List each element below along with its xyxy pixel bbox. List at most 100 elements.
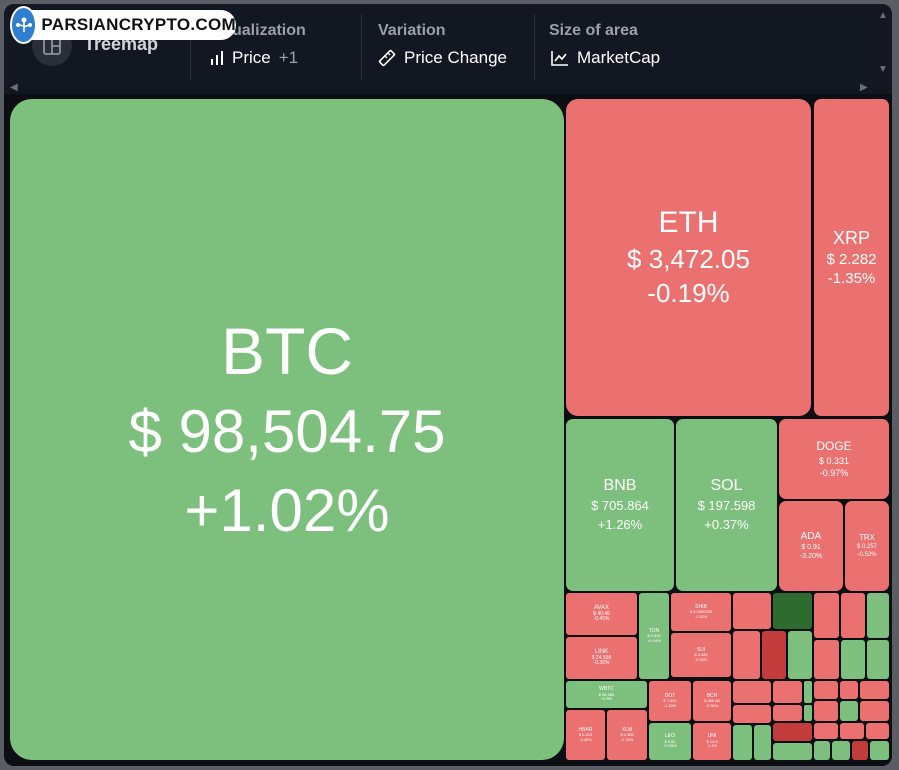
tile-small[interactable] xyxy=(840,723,864,739)
tile-small[interactable] xyxy=(860,701,889,721)
tile-small[interactable] xyxy=(733,631,760,679)
tile-small[interactable] xyxy=(762,631,786,679)
tile-xlm[interactable]: XLM $ 0.389 -2.34% xyxy=(607,710,647,760)
variation-selector[interactable]: Price Change xyxy=(378,48,507,68)
tile-symbol: HBAR xyxy=(578,726,593,733)
tile-small[interactable] xyxy=(814,723,838,739)
tile-small[interactable] xyxy=(814,681,838,699)
tile-price: $ 0.91 xyxy=(801,544,821,552)
tile-avax[interactable]: AVAX $ 40.46 -0.45% xyxy=(566,593,637,635)
tile-price: $ 197.598 xyxy=(697,498,756,514)
tile-symbol: TRX xyxy=(859,533,875,543)
tile-small[interactable] xyxy=(754,725,771,760)
ruler-icon xyxy=(378,49,396,67)
tile-ada[interactable]: ADA $ 0.91 -3.20% xyxy=(779,501,843,591)
tile-symbol: LEO xyxy=(664,733,675,740)
tile-change: +0.37% xyxy=(704,517,749,533)
tile-eth[interactable]: ETH $ 3,472.05 -0.19% xyxy=(566,99,811,416)
tile-price: $ 24.598 xyxy=(591,654,612,661)
tile-change: +1.26% xyxy=(597,517,643,533)
tile-small[interactable] xyxy=(773,723,812,741)
divider xyxy=(361,14,362,80)
tile-symbol: AVAX xyxy=(593,604,610,611)
tile-wbtc[interactable]: WBTC $ 98,580 +0.8% xyxy=(566,681,647,708)
tile-price: $ 0.0000205 xyxy=(689,609,713,615)
tile-price: $ 13.8 xyxy=(706,738,718,744)
tile-leo[interactable]: LEO $ 9.81 +0.05% xyxy=(649,723,691,760)
tile-small[interactable] xyxy=(733,725,752,760)
scroll-left-icon[interactable]: ◀ xyxy=(10,82,18,93)
tile-small[interactable] xyxy=(840,681,858,699)
tile-shib[interactable]: SHIB $ 0.0000205 -1.52% xyxy=(671,593,731,631)
tile-change: -3.45% xyxy=(579,736,592,742)
tile-change: -0.96% xyxy=(705,702,719,708)
tile-small[interactable] xyxy=(773,593,812,629)
tile-small[interactable] xyxy=(867,593,889,638)
tile-small[interactable] xyxy=(814,741,830,760)
tile-uni[interactable]: UNI $ 13.8 -1.1% xyxy=(693,723,731,760)
tile-bch[interactable]: BCH $ 466.83 -0.96% xyxy=(693,681,731,721)
tile-btc[interactable]: BTC $ 98,504.75 +1.02% xyxy=(10,99,564,760)
tile-small[interactable] xyxy=(840,701,858,721)
size-value: MarketCap xyxy=(577,48,661,67)
tile-small[interactable] xyxy=(852,741,868,760)
size-selector[interactable]: MarketCap xyxy=(551,48,660,68)
tile-doge[interactable]: DOGE $ 0.331 -0.97% xyxy=(779,419,889,499)
tile-small[interactable] xyxy=(870,741,889,760)
tile-change: -3.20% xyxy=(799,553,823,561)
tile-price: $ 466.83 xyxy=(704,698,720,704)
tile-symbol: BTC xyxy=(221,313,353,388)
tile-change: -0.97% xyxy=(819,467,849,478)
scroll-down-icon[interactable]: ▼ xyxy=(878,64,888,75)
tile-price: $ 5.815 xyxy=(647,633,661,639)
tile-sui[interactable]: SUI $ 4.482 -0.53% xyxy=(671,633,731,677)
watermark-logo: PARSIANCRYPTO.COM xyxy=(10,6,236,44)
visualization-selector[interactable]: Price +1 xyxy=(210,48,298,68)
tile-xrp[interactable]: XRP $ 2.282 -1.35% xyxy=(814,99,889,416)
tile-small[interactable] xyxy=(773,681,802,703)
tile-dot[interactable]: DOT $ 7.852 -1.43% xyxy=(649,681,691,721)
tile-small[interactable] xyxy=(814,640,839,679)
tile-change: -0.53% xyxy=(694,656,708,662)
tile-small[interactable] xyxy=(814,593,839,638)
tile-change: -1.43% xyxy=(663,702,677,708)
tile-symbol: WBTC xyxy=(599,686,614,693)
tile-link[interactable]: LINK $ 24.598 -0.36% xyxy=(566,637,637,679)
tile-sol[interactable]: SOL $ 197.598 +0.37% xyxy=(676,419,777,591)
divider xyxy=(534,14,535,80)
tile-change: -2.34% xyxy=(620,736,634,742)
tile-small[interactable] xyxy=(841,640,865,679)
tile-change: +0.04% xyxy=(647,637,661,643)
tile-small[interactable] xyxy=(733,593,771,629)
tile-small[interactable] xyxy=(867,640,889,679)
tile-hbar[interactable]: HBAR $ 0.313 -3.45% xyxy=(566,710,605,760)
tile-small[interactable] xyxy=(773,705,802,721)
tile-bnb[interactable]: BNB $ 705.864 +1.26% xyxy=(566,419,674,591)
tile-small[interactable] xyxy=(860,681,889,699)
tile-trx[interactable]: TRX $ 0.257 -0.52% xyxy=(845,501,889,591)
tile-small[interactable] xyxy=(804,681,812,703)
treemap-window: PARSIANCRYPTO.COM Treemap ualization Pri… xyxy=(4,4,892,766)
tile-price: $ 40.46 xyxy=(593,610,610,617)
tile-symbol: LINK xyxy=(594,648,609,655)
tile-small[interactable] xyxy=(804,705,812,721)
tile-change: -1.1% xyxy=(706,743,718,749)
tile-small[interactable] xyxy=(832,741,850,760)
tile-change: +0.05% xyxy=(663,743,677,749)
tile-small[interactable] xyxy=(866,723,889,739)
tile-change: -1.35% xyxy=(827,269,876,287)
brand-icon xyxy=(10,6,38,44)
watermark-text: PARSIANCRYPTO.COM xyxy=(41,15,236,34)
tile-small[interactable] xyxy=(733,705,771,723)
tile-ton[interactable]: TON $ 5.815 +0.04% xyxy=(639,593,669,679)
tile-price: $ 0.313 xyxy=(578,732,593,738)
scroll-up-icon[interactable]: ▲ xyxy=(878,10,888,21)
tile-small[interactable] xyxy=(814,701,838,721)
tile-small[interactable] xyxy=(841,593,865,638)
scroll-right-icon[interactable]: ▶ xyxy=(860,82,868,93)
tile-small[interactable] xyxy=(773,743,812,760)
tile-price: $ 9.81 xyxy=(664,738,676,744)
tile-small[interactable] xyxy=(788,631,812,679)
tile-small[interactable] xyxy=(733,681,771,703)
visualization-extra-count: +1 xyxy=(278,48,299,67)
